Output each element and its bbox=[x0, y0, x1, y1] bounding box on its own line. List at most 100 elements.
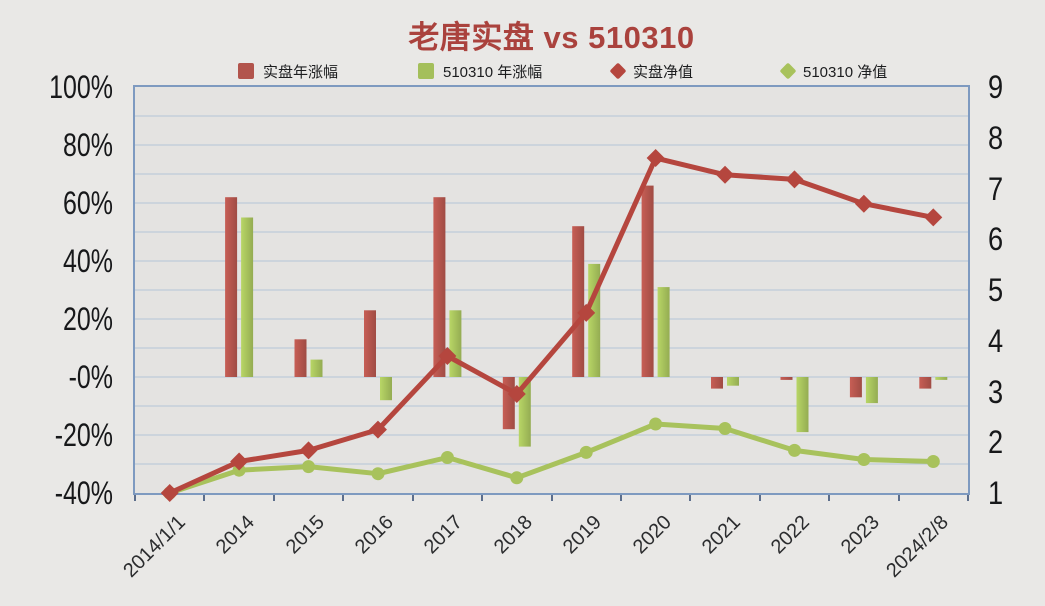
marker-shipan-nav-2017 bbox=[438, 346, 457, 365]
y-left-tick-40%: 40% bbox=[63, 243, 113, 279]
line-etf-nav bbox=[167, 421, 936, 496]
y-left-tick-100%: 100% bbox=[49, 69, 113, 105]
x-axis-tick bbox=[481, 495, 484, 501]
marker-shipan-nav-2014 bbox=[230, 452, 249, 471]
bar-shipan-yearly-2022 bbox=[780, 377, 793, 380]
bar-shipan-yearly-2023 bbox=[849, 377, 862, 398]
y-right-tick-4: 4 bbox=[988, 322, 1004, 359]
bar-shipan-yearly-2017 bbox=[433, 197, 446, 377]
marker-shipan-nav-2016 bbox=[368, 420, 387, 439]
bar-etf-yearly-2015 bbox=[310, 359, 323, 377]
marker-etf-nav-2024/2/8 bbox=[926, 455, 940, 468]
green-square-legend-icon bbox=[418, 63, 434, 79]
x-label-2017: 2017 bbox=[420, 511, 468, 559]
bar-etf-yearly-2021 bbox=[727, 377, 739, 386]
line-shipan-nav bbox=[167, 155, 936, 496]
legend-label: 510310 净值 bbox=[803, 63, 888, 81]
y-right-tick-3: 3 bbox=[988, 373, 1004, 410]
gridlines bbox=[135, 115, 968, 465]
marker-shipan-nav-2024/2/8 bbox=[924, 208, 943, 227]
plot-border-top bbox=[133, 85, 970, 87]
x-label-2016: 2016 bbox=[350, 511, 398, 559]
marker-etf-nav-2017 bbox=[440, 451, 454, 464]
marker-shipan-nav-2014/1/1 bbox=[160, 484, 179, 502]
red-diamond-legend-icon bbox=[609, 62, 627, 80]
marker-etf-nav-2015 bbox=[302, 460, 315, 474]
bar-shipan-yearly-2016 bbox=[364, 310, 376, 377]
x-axis-tick bbox=[272, 495, 275, 501]
y-right-tick-7: 7 bbox=[988, 170, 1004, 207]
y-left-tick--40%: -40% bbox=[54, 475, 113, 511]
x-axis-tick bbox=[758, 495, 761, 501]
legend-label: 实盘净值 bbox=[633, 63, 694, 81]
marker-etf-nav-2023 bbox=[857, 453, 871, 466]
marker-etf-nav-2020 bbox=[649, 417, 663, 431]
chart-svg bbox=[135, 115, 968, 502]
lines bbox=[160, 149, 943, 502]
marker-shipan-nav-2015 bbox=[299, 441, 318, 460]
bar-shipan-yearly-2014 bbox=[225, 197, 238, 377]
x-axis-tick bbox=[897, 495, 900, 501]
x-label-2014: 2014 bbox=[211, 511, 259, 559]
x-axis-tick bbox=[967, 495, 969, 501]
bar-shipan-yearly-2019 bbox=[572, 226, 585, 377]
x-label-2024/2/8: 2024/2/8 bbox=[882, 511, 954, 582]
marker-etf-nav-2019 bbox=[579, 445, 593, 459]
x-axis-tick bbox=[342, 495, 345, 501]
y-left-tick-20%: 20% bbox=[63, 301, 113, 337]
legend: 实盘年涨幅 510310 年涨幅 实盘净值 510310 净值 bbox=[0, 59, 1045, 83]
y-left-tick-60%: 60% bbox=[63, 185, 113, 221]
y-right-tick-5: 5 bbox=[988, 272, 1004, 308]
bar-shipan-yearly-2015 bbox=[294, 339, 307, 377]
marker-etf-nav-2016 bbox=[371, 467, 385, 481]
marker-etf-nav-2021 bbox=[718, 422, 732, 435]
x-axis-tick bbox=[828, 495, 831, 501]
legend-item-shipan-yearly: 实盘年涨幅 bbox=[238, 59, 338, 83]
bar-etf-yearly-2022 bbox=[796, 377, 809, 433]
legend-item-etf-nav: 510310 净值 bbox=[779, 59, 888, 83]
marker-shipan-nav-2021 bbox=[716, 165, 735, 184]
y-left-tick-80%: 80% bbox=[63, 127, 113, 163]
bar-shipan-yearly-2024/2/8 bbox=[919, 377, 932, 389]
x-label-2020: 2020 bbox=[628, 511, 676, 559]
x-axis-tick bbox=[134, 495, 136, 501]
bar-shipan-yearly-2020 bbox=[641, 185, 654, 377]
bar-etf-yearly-2020 bbox=[657, 287, 670, 377]
x-label-2022: 2022 bbox=[767, 511, 815, 559]
x-axis-tick bbox=[203, 495, 206, 501]
bar-etf-yearly-2016 bbox=[380, 377, 392, 401]
marker-shipan-nav-2020 bbox=[646, 149, 665, 168]
marker-shipan-nav-2019 bbox=[577, 303, 596, 322]
x-axis-tick bbox=[619, 495, 622, 501]
legend-item-shipan-nav: 实盘净值 bbox=[609, 59, 694, 83]
y-right-tick-6: 6 bbox=[988, 221, 1004, 258]
green-diamond-legend-icon bbox=[779, 62, 797, 80]
legend-label: 实盘年涨幅 bbox=[263, 63, 339, 81]
x-label-2023: 2023 bbox=[836, 511, 884, 559]
marker-shipan-nav-2023 bbox=[854, 194, 873, 213]
bar-etf-yearly-2017 bbox=[449, 310, 462, 377]
bar-etf-yearly-2023 bbox=[865, 377, 878, 404]
marker-etf-nav-2022 bbox=[788, 443, 801, 457]
x-axis-tick bbox=[689, 495, 692, 501]
y-left-tick--0%: -0% bbox=[68, 359, 113, 395]
bar-etf-yearly-2014 bbox=[241, 217, 254, 377]
red-square-legend-icon bbox=[238, 63, 254, 79]
y-right-tick-1: 1 bbox=[988, 475, 1004, 511]
marker-shipan-nav-2022 bbox=[785, 170, 804, 189]
marker-etf-nav-2018 bbox=[510, 471, 524, 485]
legend-label: 510310 年涨幅 bbox=[443, 63, 543, 81]
x-axis-tick bbox=[550, 495, 553, 501]
chart-title: 老唐实盘 vs 510310 bbox=[408, 20, 695, 55]
bar-shipan-yearly-2021 bbox=[711, 377, 723, 389]
x-axis-tick bbox=[411, 495, 414, 501]
y-right-tick-9: 9 bbox=[988, 69, 1004, 105]
bar-etf-yearly-2024/2/8 bbox=[935, 377, 948, 380]
x-label-2021: 2021 bbox=[697, 511, 745, 559]
legend-item-etf-yearly: 510310 年涨幅 bbox=[418, 59, 542, 83]
x-label-2019: 2019 bbox=[559, 511, 607, 559]
plot-area bbox=[135, 87, 968, 502]
y-right-tick-8: 8 bbox=[988, 119, 1004, 156]
y-left-tick--20%: -20% bbox=[54, 417, 113, 453]
